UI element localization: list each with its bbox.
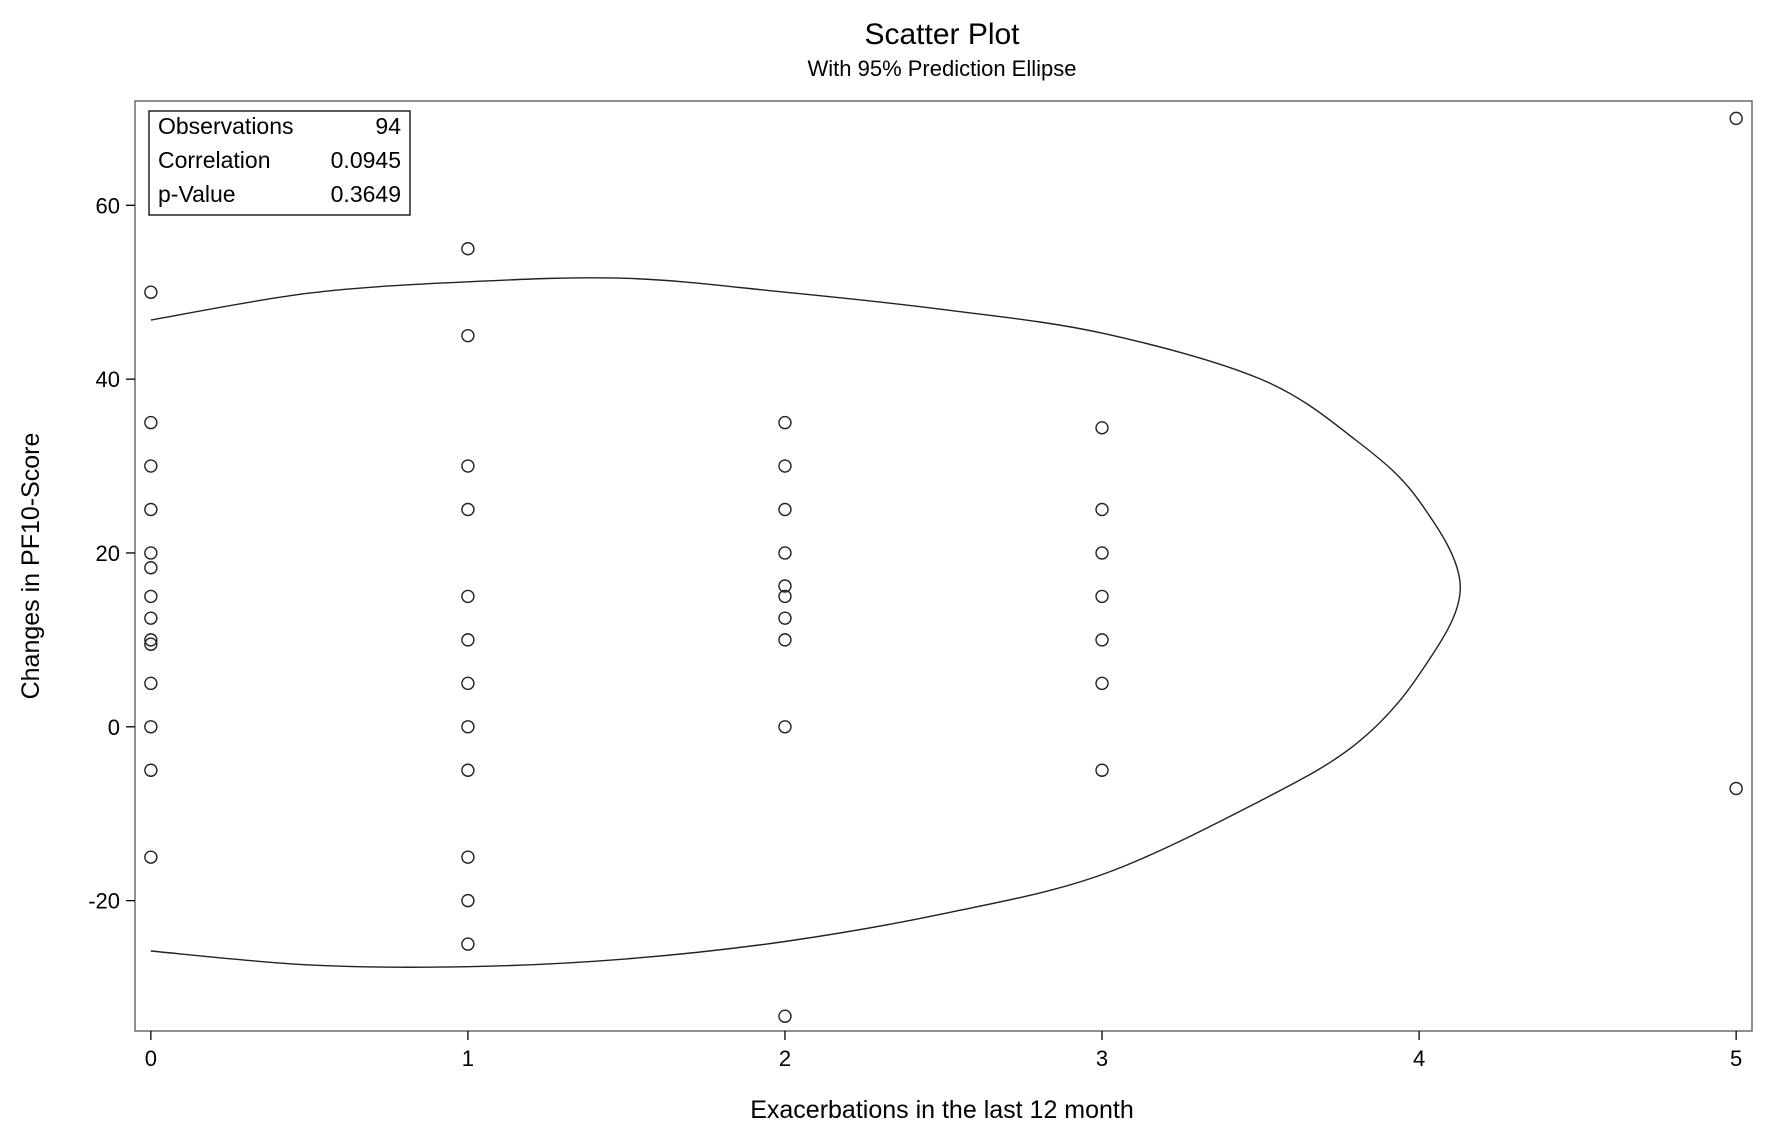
data-point [144,415,158,430]
data-point [778,720,792,734]
y-axis-label: Changes in PF10-Score [17,433,45,700]
data-point [144,720,158,734]
data-point [1095,421,1109,435]
x-axis: 0 1 2 3 4 5 [145,1031,1742,1071]
data-point [461,502,475,517]
data-point [144,676,158,691]
x-tick-label: 4 [1413,1046,1425,1071]
data-point [1095,633,1109,647]
data-point [1095,502,1109,517]
data-point [778,633,792,647]
data-point [1095,763,1109,777]
stats-value: 94 [375,113,401,139]
x-tick-label: 1 [462,1046,474,1071]
x-tick-label: 5 [1730,1046,1742,1071]
data-point [144,285,158,299]
data-point [144,611,158,625]
data-point [461,328,475,343]
data-point [144,763,158,777]
data-point [144,850,158,864]
data-point [144,459,158,473]
y-tick-label: -20 [88,889,120,914]
data-point [461,893,475,908]
data-point [778,415,792,430]
data-point [461,937,475,951]
y-tick-label: 40 [96,367,120,392]
data-point [461,676,475,691]
stats-box: Observations 94 Correlation 0.0945 p-Value 0.… [148,110,411,216]
data-point [1729,111,1743,126]
data-point [144,502,158,517]
chart-subtitle: With 95% Prediction Ellipse [807,56,1076,81]
data-point [1095,589,1109,604]
data-point [778,1009,792,1023]
stats-box-border [148,110,411,216]
data-point [144,589,158,604]
prediction-ellipse-layer [150,277,1462,968]
x-axis-label: Exacerbations in the last 12 month [750,1096,1134,1124]
data-point [461,720,475,734]
data-point [778,589,792,604]
x-tick-label: 0 [145,1046,157,1071]
data-point [778,579,792,593]
data-point [144,561,158,575]
data-point [778,611,792,625]
stats-label: p-Value [158,181,236,207]
data-point [778,459,792,473]
stats-label: Observations [158,113,294,139]
data-point [1095,546,1109,560]
y-tick-label: 60 [96,193,120,218]
x-tick-label: 3 [1096,1046,1108,1071]
data-point [461,763,475,777]
data-point [778,546,792,560]
data-point [144,637,158,651]
data-point [1729,781,1743,796]
plot-frame [134,100,1753,1032]
points-layer [144,111,1743,1023]
data-point [1095,676,1109,691]
data-point [461,242,475,256]
data-point [461,459,475,473]
data-point [778,502,792,517]
data-point [461,850,475,864]
data-point [461,633,475,647]
y-tick-label: 20 [96,541,120,566]
stats-value: 0.3649 [331,181,401,207]
chart-title: Scatter Plot [864,18,1020,51]
x-tick-label: 2 [779,1046,791,1071]
data-point [144,633,158,647]
data-point [461,589,475,604]
stats-value: 0.0945 [331,147,401,173]
stats-label: Correlation [158,147,271,173]
data-point [144,546,158,560]
y-tick-label: 0 [108,715,120,740]
prediction-ellipse [150,277,1462,968]
y-axis: -20 0 20 40 60 [88,193,135,914]
